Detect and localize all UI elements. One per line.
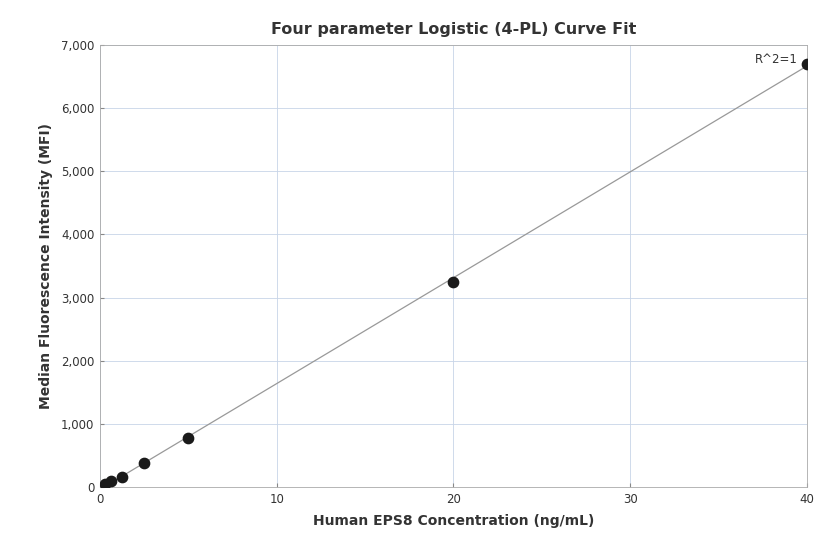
Point — [447, 277, 460, 286]
Point — [137, 458, 151, 467]
Point — [99, 479, 112, 488]
X-axis label: Human EPS8 Concentration (ng/mL): Human EPS8 Concentration (ng/mL) — [313, 514, 594, 528]
Point — [104, 477, 117, 486]
Y-axis label: Median Fluorescence Intensity (MFI): Median Fluorescence Intensity (MFI) — [38, 123, 52, 409]
Title: Four parameter Logistic (4-PL) Curve Fit: Four parameter Logistic (4-PL) Curve Fit — [270, 22, 636, 37]
Point — [800, 59, 814, 68]
Point — [181, 434, 195, 443]
Point — [116, 473, 129, 482]
Text: R^2=1: R^2=1 — [755, 53, 798, 66]
